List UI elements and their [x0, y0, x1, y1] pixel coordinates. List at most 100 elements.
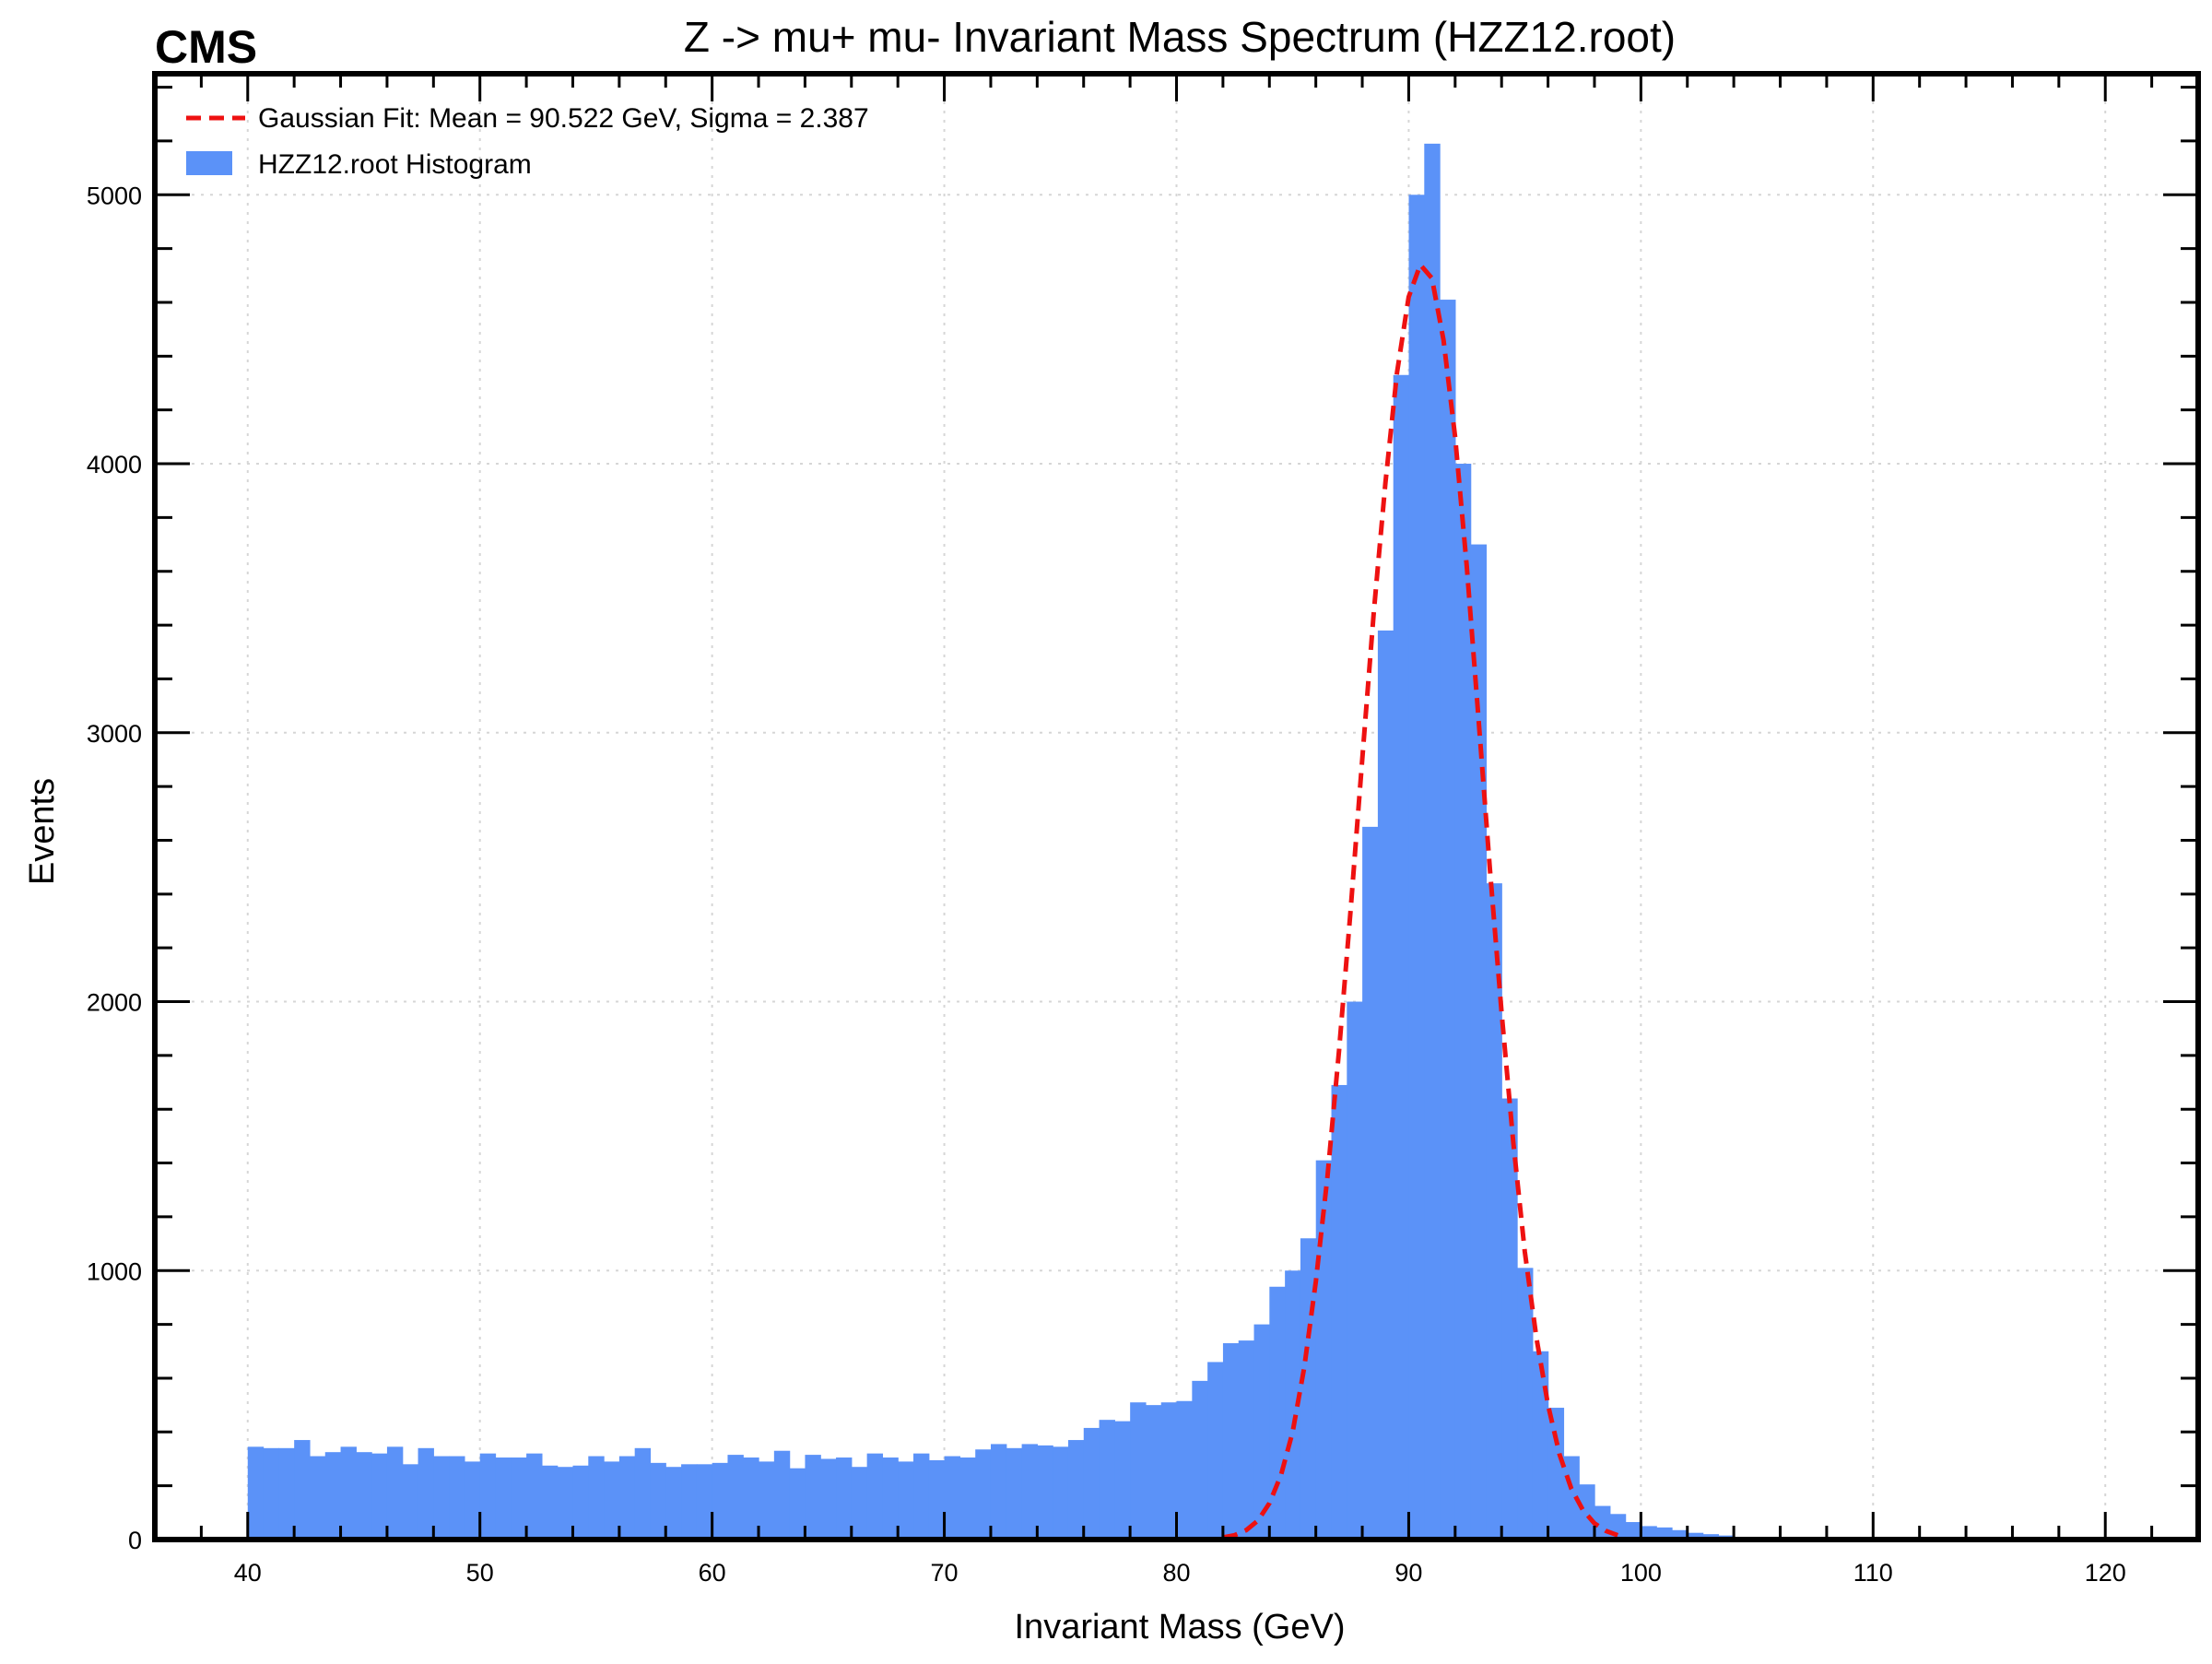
histogram-bin [1053, 1446, 1068, 1540]
histogram-bin [1269, 1287, 1285, 1540]
histogram-bin [371, 1454, 387, 1540]
histogram-bin [1223, 1343, 1239, 1540]
x-tick-label: 90 [1394, 1559, 1422, 1587]
legend-histogram-label: HZZ12.root Histogram [258, 149, 532, 180]
histogram-bin [867, 1454, 883, 1540]
histogram-bin [496, 1457, 512, 1540]
histogram-bin [852, 1467, 867, 1540]
histogram-bin [480, 1454, 496, 1540]
y-tick-label: 5000 [87, 182, 142, 209]
histogram-bin [790, 1469, 806, 1540]
histogram-bin [1239, 1340, 1254, 1540]
histogram-bin [449, 1457, 465, 1540]
histogram-bin [1161, 1402, 1177, 1540]
x-tick-label: 40 [234, 1559, 262, 1587]
x-tick-label: 110 [1853, 1559, 1893, 1587]
x-tick-label: 50 [466, 1559, 494, 1587]
histogram-bin [465, 1461, 480, 1540]
histogram-bin [526, 1454, 542, 1540]
experiment-label: CMS [155, 21, 257, 73]
chart-title: Z -> mu+ mu- Invariant Mass Spectrum (HZ… [684, 13, 1676, 61]
legend-histogram-swatch [186, 151, 232, 175]
histogram-bin [929, 1460, 945, 1540]
x-tick-label: 120 [2085, 1559, 2126, 1587]
histogram-bin [681, 1464, 697, 1540]
histogram-bin [264, 1448, 279, 1540]
histogram-bin [1394, 375, 1409, 1540]
histogram-bin [558, 1467, 573, 1540]
x-tick-label: 80 [1162, 1559, 1190, 1587]
x-tick-label: 70 [931, 1559, 959, 1587]
histogram-bin [975, 1449, 991, 1540]
y-tick-label: 0 [128, 1527, 142, 1554]
histogram-bin [1378, 631, 1394, 1540]
y-axis-label: Events [23, 778, 62, 885]
histogram-bars [248, 144, 2044, 1540]
histogram-bin [1440, 300, 1455, 1540]
histogram-bin [387, 1446, 403, 1540]
histogram-bin [1022, 1444, 1038, 1540]
y-tick-label: 1000 [87, 1257, 142, 1285]
histogram-bin [433, 1457, 449, 1540]
histogram-bin [945, 1457, 960, 1540]
histogram-bin [727, 1455, 743, 1540]
histogram-bin [1114, 1422, 1130, 1540]
histogram-bin [650, 1463, 665, 1540]
y-tick-label: 2000 [87, 989, 142, 1017]
histogram-bin [1037, 1446, 1053, 1540]
histogram-bin [1471, 545, 1487, 1540]
histogram-bin [1084, 1428, 1100, 1540]
histogram-bin [712, 1463, 728, 1540]
tick-labels: 40 50 60 70 80 90 100 110 120 0 1000 2000 3000 4000 50… [87, 182, 2126, 1587]
histogram-bin [1146, 1405, 1161, 1540]
histogram-bin [1006, 1448, 1022, 1540]
histogram-bin [1192, 1381, 1207, 1540]
histogram-bin [619, 1457, 635, 1540]
histogram-bin [542, 1466, 558, 1540]
legend: Gaussian Fit: Mean = 90.522 GeV, Sigma =… [186, 103, 869, 180]
histogram-bin [310, 1457, 325, 1540]
histogram-bin [604, 1461, 619, 1540]
histogram-bin [1408, 195, 1424, 1540]
histogram-bin [511, 1457, 526, 1540]
histogram-bin [1068, 1440, 1084, 1540]
histogram-bin [294, 1440, 310, 1540]
histogram-bin [1130, 1402, 1146, 1540]
histogram-bin [1533, 1351, 1548, 1540]
y-tick-label: 3000 [87, 720, 142, 748]
histogram-bin [278, 1448, 294, 1540]
histogram-bin [1332, 1085, 1347, 1540]
histogram-bin [588, 1457, 604, 1540]
histogram-bin [1347, 1002, 1362, 1540]
histogram-bin [991, 1444, 1006, 1540]
histogram-bin [572, 1466, 588, 1540]
histogram-bin [1455, 464, 1471, 1540]
histogram-bin [697, 1464, 712, 1540]
legend-fit-label: Gaussian Fit: Mean = 90.522 GeV, Sigma =… [258, 103, 869, 134]
x-tick-label: 60 [699, 1559, 726, 1587]
x-tick-label: 100 [1620, 1559, 1662, 1587]
histogram-bin [959, 1457, 975, 1540]
histogram-bin [1100, 1420, 1115, 1540]
histogram-bin [882, 1457, 898, 1540]
histogram-bin [1207, 1362, 1223, 1540]
histogram-bin [665, 1467, 681, 1540]
grid [155, 74, 2198, 1540]
histogram-bin [356, 1452, 371, 1540]
histogram-bin [341, 1446, 357, 1540]
histogram-bin [1362, 827, 1378, 1540]
histogram-bin [774, 1451, 790, 1540]
x-axis-label: Invariant Mass (GeV) [1015, 1608, 1346, 1646]
histogram-bin [635, 1448, 651, 1540]
histogram-bin [1177, 1401, 1193, 1540]
histogram-bin [403, 1464, 418, 1540]
histogram-bin [418, 1448, 434, 1540]
histogram-bin [1579, 1484, 1594, 1540]
histogram-bin [898, 1461, 913, 1540]
y-tick-label: 4000 [87, 451, 142, 478]
histogram-bin [248, 1446, 264, 1540]
histogram-bin [743, 1457, 759, 1540]
histogram-bin [913, 1454, 929, 1540]
